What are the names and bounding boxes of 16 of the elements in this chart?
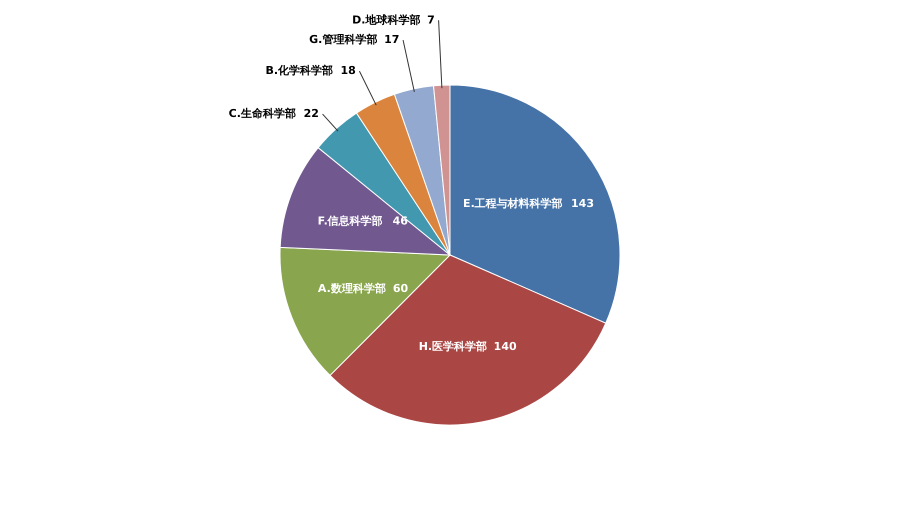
data-label: 143 [571, 196, 594, 210]
slice-label: C.生命科学部 [228, 107, 296, 120]
data-label: 60 [392, 282, 409, 295]
slice-label: E.工程与材料科学部 [463, 196, 563, 210]
slice-label: G.管理科学部 [309, 33, 378, 46]
data-label: 140 [494, 340, 517, 353]
data-label: 17 [384, 33, 400, 46]
data-label: 46 [392, 214, 408, 228]
slice-label: H.医学科学部 [418, 340, 488, 353]
slice-label: A.数理科学部 [318, 282, 386, 295]
data-label: 22 [304, 107, 319, 120]
data-label: 18 [340, 64, 356, 78]
data-label: 7 [427, 13, 435, 26]
slice-label: D.地球科学部 [352, 13, 420, 26]
slice-label: F.信息科学部 [318, 214, 383, 228]
slice-label: B.化学科学部 [265, 64, 334, 78]
